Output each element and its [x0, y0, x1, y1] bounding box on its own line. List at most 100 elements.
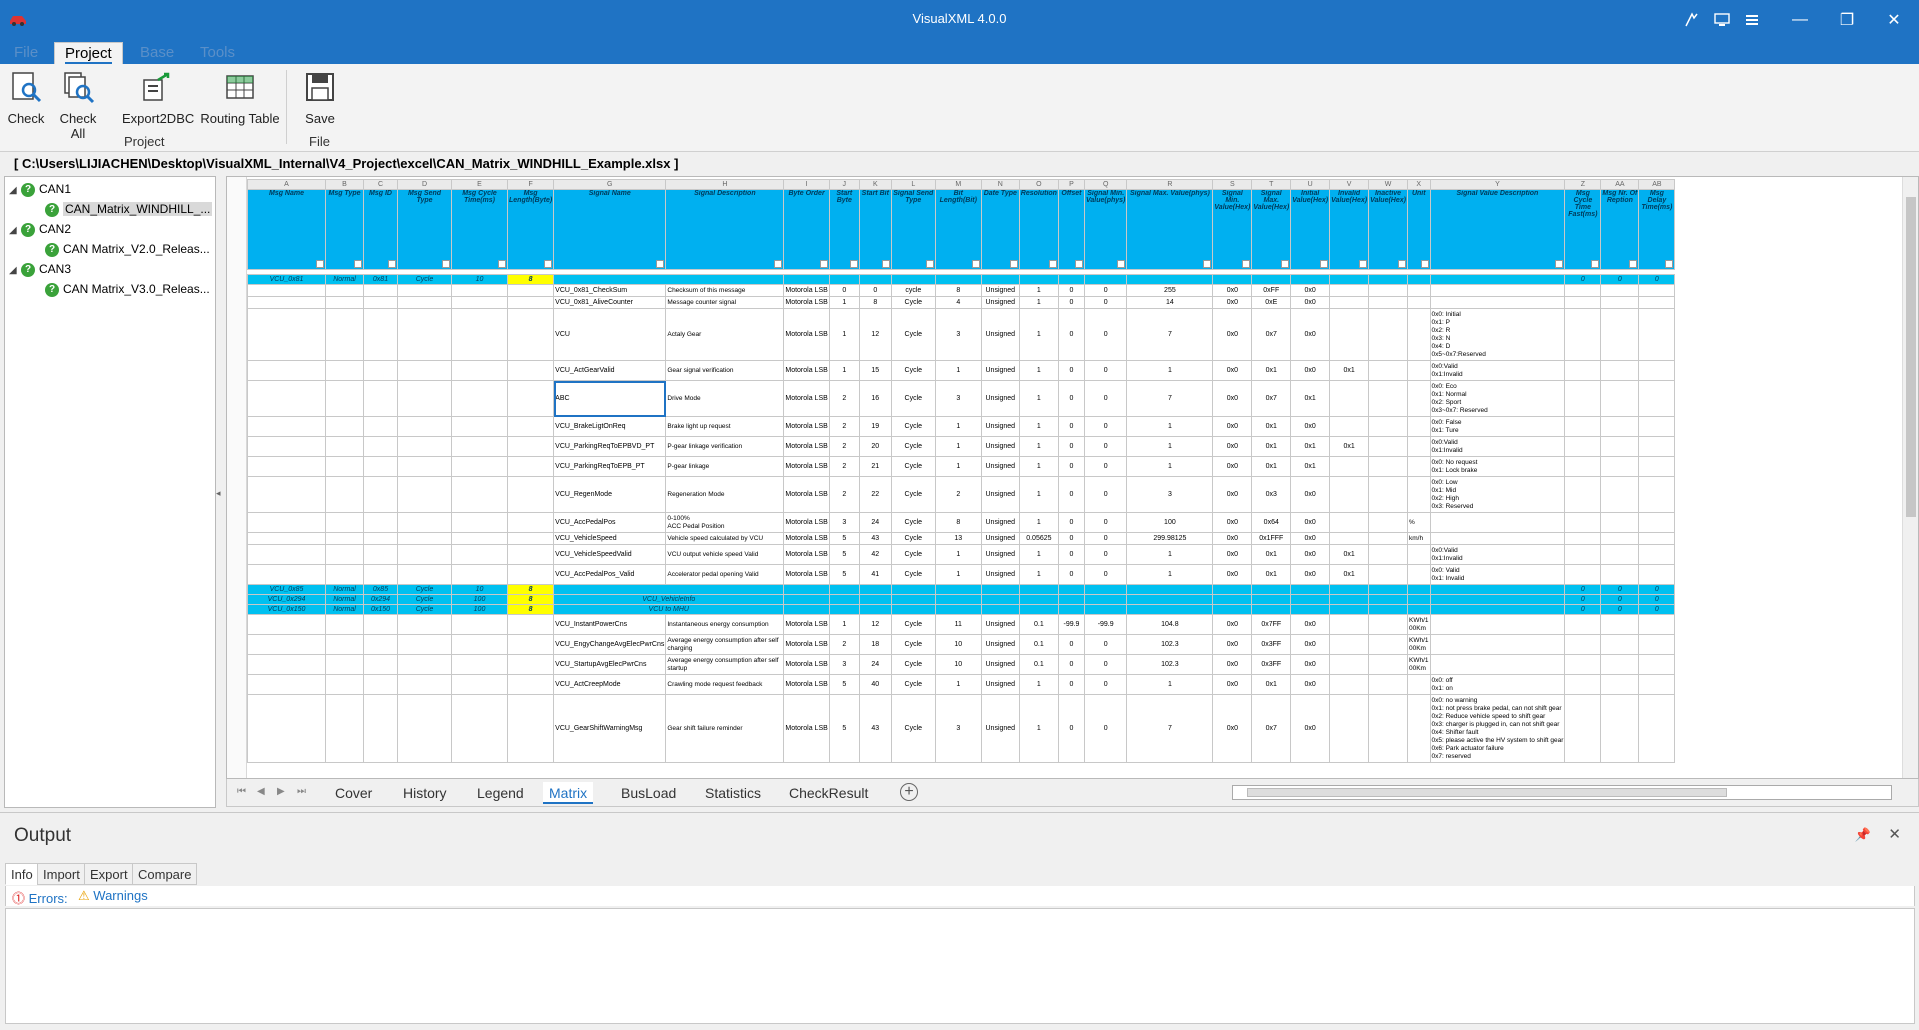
signal-cell[interactable]: 1	[1126, 456, 1214, 477]
signal-cell[interactable]: 0x1	[1251, 456, 1292, 477]
message-cell[interactable]	[1290, 584, 1331, 595]
signal-cell[interactable]	[325, 284, 364, 297]
signal-cell[interactable]	[325, 416, 364, 437]
signal-cell[interactable]	[506, 634, 555, 655]
sheet-tab-matrix[interactable]: Matrix	[543, 782, 594, 804]
signal-cell[interactable]: 0x1	[1251, 674, 1292, 695]
signal-cell[interactable]	[451, 436, 508, 457]
filter-dropdown-icon[interactable]	[1420, 260, 1429, 268]
signal-cell[interactable]: 15	[858, 360, 892, 381]
signal-description-cell[interactable]: P-gear linkage	[665, 456, 785, 477]
signal-cell[interactable]	[1329, 634, 1370, 655]
signal-cell[interactable]: Cycle	[890, 296, 936, 309]
signal-cell[interactable]: 2	[828, 436, 860, 457]
signal-cell[interactable]: 0	[1057, 360, 1085, 381]
signal-cell[interactable]: Motorola LSB	[783, 476, 830, 513]
signal-cell[interactable]	[397, 512, 452, 533]
signal-cell[interactable]	[1368, 436, 1408, 457]
message-cell[interactable]: 0	[1638, 584, 1676, 595]
filter-dropdown-icon[interactable]	[1629, 260, 1638, 268]
message-cell[interactable]	[1406, 594, 1431, 605]
signal-cell[interactable]	[363, 296, 398, 309]
signal-cell[interactable]: Motorola LSB	[783, 674, 830, 695]
signal-cell[interactable]	[247, 308, 326, 361]
signal-cell[interactable]	[363, 634, 398, 655]
signal-cell[interactable]: 1	[828, 308, 860, 361]
signal-cell[interactable]	[1368, 674, 1408, 695]
message-cell[interactable]	[783, 594, 830, 605]
value-description-cell[interactable]: 0x0:Valid 0x1:Invalid	[1429, 436, 1566, 457]
signal-cell[interactable]: 0x1	[1251, 544, 1292, 565]
signal-cell[interactable]	[1564, 308, 1602, 361]
signal-cell[interactable]	[506, 654, 555, 675]
column-letter[interactable]: Q	[1083, 179, 1128, 190]
signal-name-cell[interactable]: VCU_BrakeLigtOnReq	[553, 416, 667, 437]
column-letter[interactable]: Y	[1429, 179, 1566, 190]
signal-cell[interactable]: 1	[1018, 564, 1059, 585]
signal-cell[interactable]	[451, 476, 508, 513]
signal-name-cell[interactable]: VCU_RegenMode	[553, 476, 667, 513]
tree-node-can-matrix-v3[interactable]: ? CAN Matrix_V3.0_Releas...	[45, 279, 210, 299]
signal-cell[interactable]: 0	[1083, 308, 1128, 361]
signal-cell[interactable]	[247, 614, 326, 635]
signal-cell[interactable]: 0	[1083, 456, 1128, 477]
signal-cell[interactable]: 41	[858, 564, 892, 585]
routing-table-button[interactable]: Routing Table	[198, 70, 282, 126]
signal-description-cell[interactable]: Actaly Gear	[665, 308, 785, 361]
message-cell[interactable]: 0	[1638, 604, 1676, 615]
signal-cell[interactable]	[1564, 360, 1602, 381]
message-cell[interactable]	[934, 584, 982, 595]
signal-cell[interactable]: 0	[1057, 532, 1085, 545]
signal-cell[interactable]: Motorola LSB	[783, 380, 830, 417]
message-cell[interactable]	[1018, 584, 1059, 595]
message-cell[interactable]	[890, 274, 936, 285]
collapse-arrow-icon[interactable]: ◢	[9, 265, 17, 276]
signal-cell[interactable]	[397, 284, 452, 297]
signal-cell[interactable]: Unsigned	[980, 476, 1020, 513]
unit-cell[interactable]	[1406, 674, 1431, 695]
tree-node-can1[interactable]: ◢? CAN1	[9, 179, 71, 199]
column-letter[interactable]: AB	[1638, 179, 1676, 190]
signal-cell[interactable]: Unsigned	[980, 512, 1020, 533]
message-cell[interactable]	[1083, 274, 1128, 285]
signal-description-cell[interactable]: Accelerator pedal opening Valid	[665, 564, 785, 585]
prev-sheet-icon[interactable]: ◀	[257, 786, 265, 797]
signal-cell[interactable]	[397, 564, 452, 585]
signal-cell[interactable]: 104.8	[1126, 614, 1214, 635]
signal-cell[interactable]: Cycle	[890, 544, 936, 565]
message-cell[interactable]	[1212, 604, 1253, 615]
unit-cell[interactable]: KWh/1 00Km	[1406, 654, 1431, 675]
message-cell[interactable]	[1018, 594, 1059, 605]
message-cell[interactable]	[858, 584, 892, 595]
signal-cell[interactable]	[451, 614, 508, 635]
signal-cell[interactable]: 0x1	[1329, 360, 1370, 381]
message-cell[interactable]: 0x81	[363, 274, 398, 285]
signal-cell[interactable]: Motorola LSB	[783, 416, 830, 437]
signal-cell[interactable]: Cycle	[890, 416, 936, 437]
signal-cell[interactable]	[1600, 436, 1640, 457]
message-cell[interactable]: Cycle	[397, 274, 452, 285]
signal-cell[interactable]	[1329, 296, 1370, 309]
signal-description-cell[interactable]: Drive Mode	[665, 380, 785, 417]
filter-dropdown-icon[interactable]	[388, 260, 396, 268]
signal-cell[interactable]: Unsigned	[980, 674, 1020, 695]
signal-cell[interactable]	[1368, 564, 1408, 585]
signal-cell[interactable]	[1600, 532, 1640, 545]
column-letter[interactable]: D	[397, 179, 452, 190]
message-cell[interactable]: 0	[1638, 594, 1676, 605]
signal-cell[interactable]: 24	[858, 654, 892, 675]
signal-cell[interactable]: 1	[934, 564, 982, 585]
signal-cell[interactable]: 1	[1126, 544, 1214, 565]
signal-cell[interactable]: 0	[1057, 512, 1085, 533]
message-cell[interactable]	[1368, 594, 1408, 605]
signal-cell[interactable]: 0x0	[1290, 694, 1331, 763]
unit-cell[interactable]	[1406, 308, 1431, 361]
signal-cell[interactable]: 14	[1126, 296, 1214, 309]
filter-dropdown-icon[interactable]	[1397, 260, 1406, 268]
signal-cell[interactable]: Unsigned	[980, 436, 1020, 457]
signal-cell[interactable]: 0x0	[1212, 308, 1253, 361]
message-cell[interactable]: VCU_0x150	[247, 604, 326, 615]
signal-cell[interactable]	[1638, 694, 1676, 763]
signal-cell[interactable]	[325, 564, 364, 585]
signal-cell[interactable]: 102.3	[1126, 634, 1214, 655]
